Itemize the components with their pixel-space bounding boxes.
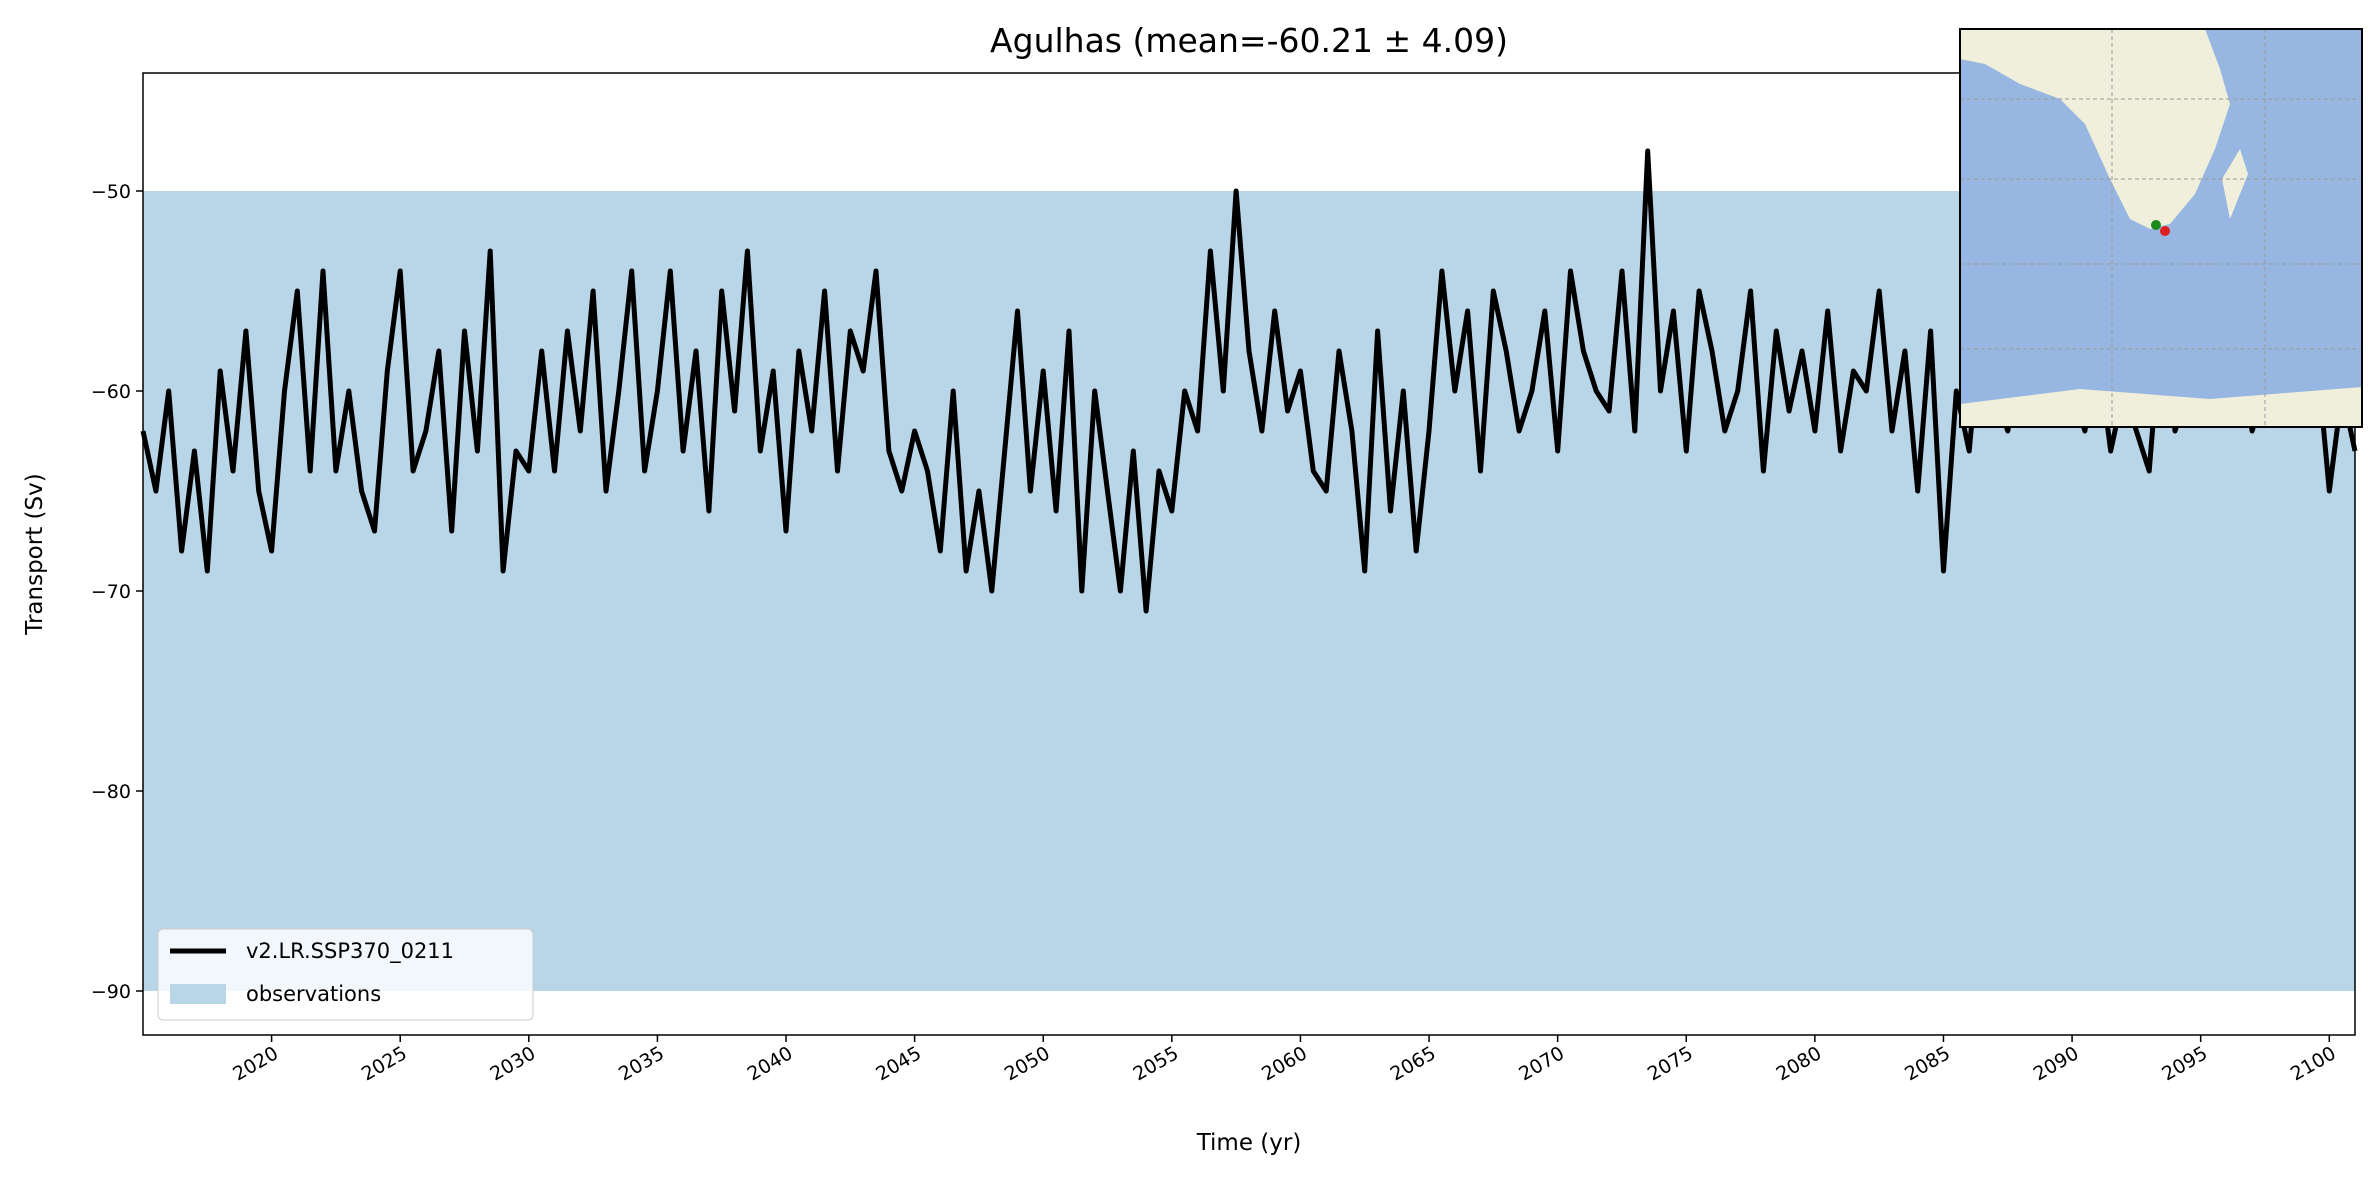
legend-label: observations [246, 982, 381, 1006]
x-tick-label: 2085 [1901, 1042, 1954, 1085]
legend-label: v2.LR.SSP370_0211 [246, 939, 454, 964]
y-tick-label: −80 [91, 781, 131, 803]
chart-title: Agulhas (mean=-60.21 ± 4.09) [990, 21, 1508, 60]
y-axis-label: Transport (Sv) [22, 473, 48, 635]
x-tick-label: 2045 [872, 1042, 925, 1085]
y-tick-label: −50 [91, 181, 131, 203]
x-tick-label: 2065 [1387, 1042, 1440, 1085]
map-marker [2151, 220, 2161, 230]
x-tick-label: 2035 [615, 1042, 668, 1085]
legend-box [157, 928, 534, 1021]
map-marker [2160, 226, 2170, 236]
x-tick-label: 2025 [358, 1042, 411, 1085]
x-axis-label: Time (yr) [1196, 1130, 1302, 1156]
x-tick-label: 2060 [1258, 1042, 1311, 1085]
x-tick-label: 2070 [1515, 1042, 1568, 1085]
x-tick-label: 2030 [486, 1042, 539, 1085]
map-land [1960, 387, 2362, 427]
x-tick-label: 2090 [2030, 1042, 2083, 1085]
axes-frame [142, 72, 2356, 1036]
x-tick-label: 2050 [1001, 1042, 1054, 1085]
x-tick-label: 2020 [229, 1042, 282, 1085]
x-tick-label: 2080 [1772, 1042, 1825, 1085]
x-tick-label: 2075 [1644, 1042, 1697, 1085]
inset-map [1959, 28, 2363, 428]
map-graticule [1960, 29, 2362, 427]
x-tick-label: 2095 [2158, 1042, 2211, 1085]
y-tick-label: −70 [91, 581, 131, 603]
x-tick-label: 2100 [2287, 1042, 2340, 1085]
legend-swatch [170, 984, 226, 1004]
map-frame [1959, 28, 2363, 428]
y-tick-label: −90 [91, 981, 131, 1003]
x-tick-label: 2055 [1129, 1042, 1182, 1085]
x-tick-label: 2040 [744, 1042, 797, 1085]
map-land [2222, 149, 2248, 219]
map-land [1960, 29, 2230, 229]
y-tick-label: −60 [91, 381, 131, 403]
